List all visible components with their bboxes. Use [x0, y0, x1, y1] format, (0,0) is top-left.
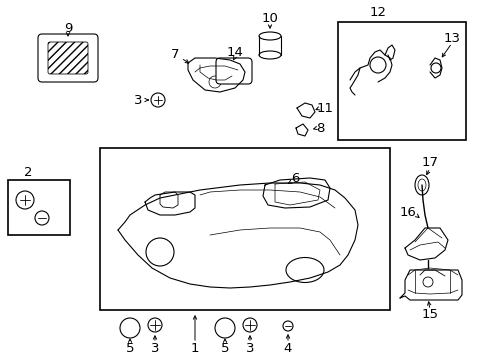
Ellipse shape: [369, 57, 385, 73]
Ellipse shape: [16, 191, 34, 209]
Text: 11: 11: [316, 102, 333, 114]
Bar: [8, 180, 70, 235]
FancyBboxPatch shape: [38, 34, 98, 82]
Text: 7: 7: [170, 49, 179, 62]
Text: 3: 3: [134, 94, 142, 107]
Text: 8: 8: [315, 122, 324, 135]
Text: 12: 12: [369, 5, 386, 18]
FancyBboxPatch shape: [48, 42, 88, 74]
Text: 1: 1: [190, 342, 199, 355]
Ellipse shape: [285, 257, 324, 283]
Bar: [337, 22, 465, 140]
Ellipse shape: [151, 93, 164, 107]
Text: 14: 14: [226, 45, 243, 58]
Ellipse shape: [120, 318, 140, 338]
Text: 2: 2: [24, 166, 32, 179]
Text: 5: 5: [220, 342, 229, 355]
FancyBboxPatch shape: [216, 58, 251, 84]
Ellipse shape: [259, 51, 281, 59]
Text: 16: 16: [399, 206, 416, 219]
Text: 3: 3: [245, 342, 254, 355]
Ellipse shape: [422, 277, 432, 287]
Text: 10: 10: [261, 12, 278, 24]
Ellipse shape: [146, 238, 174, 266]
Text: 6: 6: [290, 171, 299, 184]
Ellipse shape: [259, 32, 281, 40]
Ellipse shape: [208, 76, 221, 88]
Ellipse shape: [35, 211, 49, 225]
Text: 5: 5: [125, 342, 134, 355]
Ellipse shape: [414, 175, 428, 195]
Text: 13: 13: [443, 31, 460, 45]
Text: 17: 17: [421, 156, 438, 168]
Ellipse shape: [417, 179, 425, 191]
Text: 15: 15: [421, 309, 438, 321]
Ellipse shape: [148, 318, 162, 332]
Text: 3: 3: [150, 342, 159, 355]
Ellipse shape: [215, 318, 235, 338]
Ellipse shape: [430, 63, 440, 73]
Text: 9: 9: [63, 22, 72, 35]
Ellipse shape: [243, 318, 257, 332]
Ellipse shape: [283, 321, 292, 331]
Bar: [100, 148, 389, 310]
Text: 4: 4: [283, 342, 292, 355]
